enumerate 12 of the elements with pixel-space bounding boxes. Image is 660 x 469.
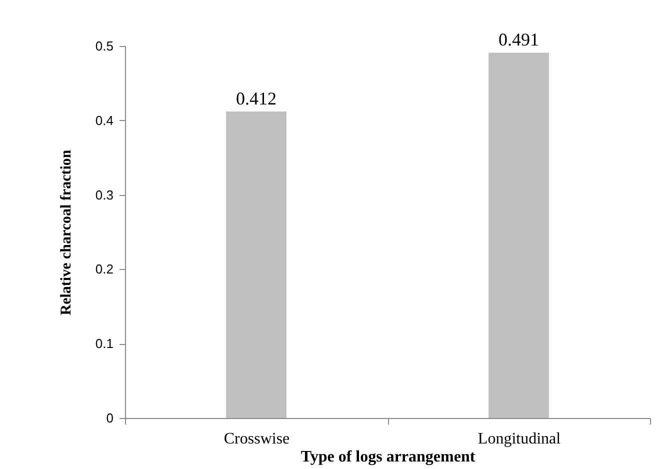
x-tick-label: Crosswise	[224, 430, 290, 448]
y-tick-label: 0.4	[95, 112, 114, 128]
y-tick-label: 0	[106, 410, 114, 426]
y-tick-label: 0.1	[95, 336, 114, 352]
x-tick-label: Longitudinal	[478, 430, 562, 448]
x-axis-title: Type of logs arrangement	[300, 448, 476, 466]
y-axis-title: Relative charcoal fraction	[58, 149, 74, 316]
y-tick-label: 0.5	[95, 38, 114, 54]
y-tick-label: 0.3	[95, 187, 114, 202]
data-label: 0.412	[236, 88, 276, 108]
y-tick-label: 0.2	[95, 262, 114, 277]
data-label: 0.491	[498, 30, 539, 50]
